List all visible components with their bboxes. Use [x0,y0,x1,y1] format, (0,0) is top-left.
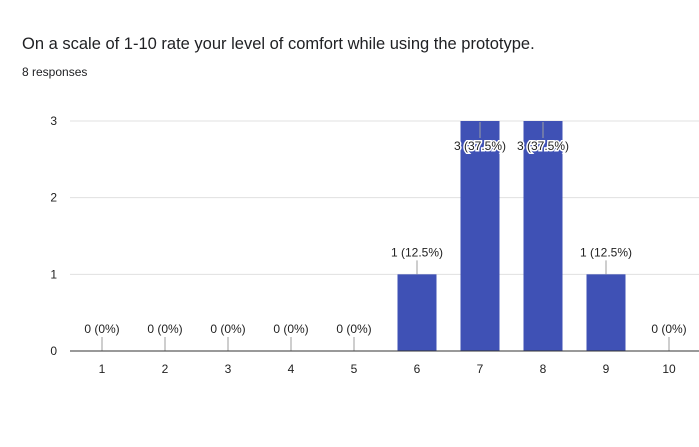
bar-8 [523,121,563,351]
x-tick-label-4: 4 [288,362,295,376]
x-tick-label-3: 3 [225,362,232,376]
data-label-4: 0 (0%) [273,322,308,336]
y-tick-label-3: 3 [50,114,57,128]
chart-title: On a scale of 1-10 rate your level of co… [22,35,535,53]
bar-9 [586,274,626,351]
data-label-2: 0 (0%) [147,322,182,336]
data-label-6: 1 (12.5%) [391,245,443,259]
y-tick-label-1: 1 [50,267,57,281]
response-count: 8 responses [22,65,88,79]
data-label-5: 0 (0%) [336,322,371,336]
bar-7 [460,121,500,351]
x-tick-label-5: 5 [351,362,358,376]
y-tick-label-2: 2 [50,191,57,205]
x-tick-label-1: 1 [99,362,106,376]
bar-6 [397,274,437,351]
x-tick-label-10: 10 [662,362,676,376]
x-tick-label-2: 2 [162,362,169,376]
data-label-8: 3 (37.5%) [517,139,569,153]
data-label-7: 3 (37.5%) [454,139,506,153]
data-label-1: 0 (0%) [84,322,119,336]
x-tick-label-6: 6 [414,362,421,376]
data-label-10: 0 (0%) [651,322,686,336]
x-tick-label-7: 7 [477,362,484,376]
x-tick-label-8: 8 [540,362,547,376]
y-tick-label-0: 0 [50,344,57,358]
data-label-3: 0 (0%) [210,322,245,336]
x-tick-label-9: 9 [603,362,610,376]
data-label-9: 1 (12.5%) [580,245,632,259]
